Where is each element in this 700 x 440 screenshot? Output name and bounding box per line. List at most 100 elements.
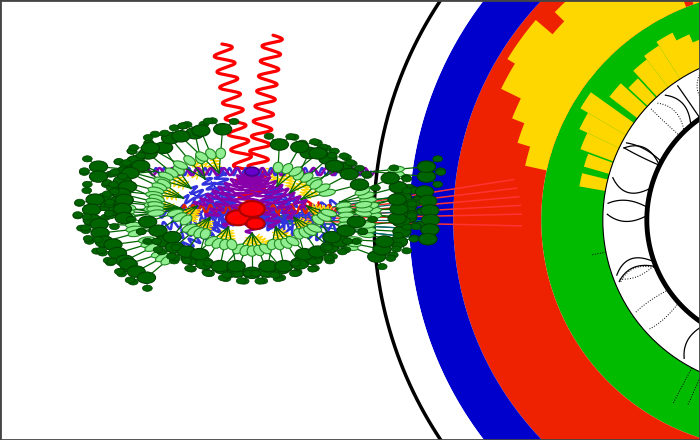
Circle shape	[291, 260, 301, 266]
Circle shape	[104, 239, 122, 250]
Ellipse shape	[144, 202, 161, 209]
Polygon shape	[501, 53, 580, 120]
Circle shape	[75, 199, 85, 205]
Circle shape	[106, 260, 116, 266]
Circle shape	[347, 216, 365, 227]
Circle shape	[186, 259, 196, 265]
Circle shape	[308, 266, 318, 272]
Polygon shape	[541, 0, 700, 440]
Circle shape	[105, 213, 115, 219]
Circle shape	[337, 225, 355, 236]
Circle shape	[127, 216, 136, 223]
Ellipse shape	[293, 229, 304, 239]
Circle shape	[318, 153, 337, 165]
Circle shape	[114, 158, 124, 165]
Circle shape	[73, 212, 83, 218]
Circle shape	[327, 152, 337, 158]
Circle shape	[419, 233, 437, 245]
Polygon shape	[580, 92, 634, 135]
Circle shape	[171, 255, 181, 261]
Circle shape	[243, 267, 261, 279]
Circle shape	[413, 195, 423, 202]
Ellipse shape	[339, 222, 354, 228]
Circle shape	[351, 179, 369, 191]
Circle shape	[318, 144, 328, 150]
Ellipse shape	[310, 180, 322, 189]
Ellipse shape	[346, 237, 362, 243]
Circle shape	[402, 248, 412, 254]
Ellipse shape	[356, 210, 372, 216]
Circle shape	[411, 224, 421, 230]
Circle shape	[304, 253, 323, 264]
Ellipse shape	[343, 243, 358, 250]
Circle shape	[160, 130, 169, 136]
Circle shape	[326, 160, 344, 172]
Ellipse shape	[282, 164, 293, 174]
Ellipse shape	[247, 246, 257, 256]
Circle shape	[330, 236, 349, 247]
Ellipse shape	[356, 202, 372, 208]
Circle shape	[141, 142, 160, 154]
Circle shape	[100, 214, 110, 220]
Circle shape	[97, 247, 106, 253]
Ellipse shape	[316, 184, 330, 192]
Circle shape	[328, 253, 337, 260]
Circle shape	[108, 171, 118, 177]
Circle shape	[83, 204, 101, 216]
Ellipse shape	[118, 209, 134, 215]
Circle shape	[410, 235, 419, 241]
Circle shape	[136, 228, 146, 235]
Circle shape	[411, 223, 421, 229]
Circle shape	[116, 255, 134, 267]
Circle shape	[433, 156, 442, 162]
Ellipse shape	[267, 239, 277, 250]
Circle shape	[102, 191, 112, 197]
Circle shape	[351, 238, 361, 245]
Circle shape	[202, 269, 211, 275]
Ellipse shape	[359, 227, 376, 233]
Polygon shape	[647, 97, 700, 343]
Circle shape	[309, 265, 319, 271]
Circle shape	[139, 216, 157, 227]
Circle shape	[337, 249, 347, 255]
Ellipse shape	[321, 209, 337, 216]
Polygon shape	[629, 78, 656, 106]
Circle shape	[298, 140, 307, 146]
Ellipse shape	[174, 161, 188, 169]
Ellipse shape	[118, 213, 134, 220]
Circle shape	[181, 253, 200, 264]
Circle shape	[136, 228, 146, 235]
Circle shape	[244, 270, 253, 276]
Circle shape	[157, 249, 167, 255]
Circle shape	[414, 197, 424, 203]
Circle shape	[114, 159, 124, 165]
Circle shape	[377, 264, 387, 270]
Circle shape	[82, 214, 92, 220]
Circle shape	[259, 260, 277, 272]
Circle shape	[270, 272, 280, 278]
Circle shape	[370, 185, 380, 191]
Ellipse shape	[317, 213, 331, 221]
Ellipse shape	[120, 171, 137, 177]
Circle shape	[83, 235, 93, 242]
Circle shape	[258, 266, 276, 277]
Circle shape	[402, 176, 412, 182]
Circle shape	[119, 258, 137, 270]
Circle shape	[401, 175, 411, 181]
Circle shape	[144, 140, 154, 146]
Circle shape	[321, 242, 339, 253]
Circle shape	[129, 145, 139, 151]
Circle shape	[393, 226, 411, 237]
Polygon shape	[545, 14, 611, 79]
Circle shape	[110, 169, 120, 175]
Circle shape	[417, 161, 435, 172]
Ellipse shape	[158, 179, 171, 188]
Circle shape	[226, 210, 250, 225]
Circle shape	[192, 125, 210, 136]
Ellipse shape	[120, 166, 137, 172]
Circle shape	[393, 242, 402, 249]
Circle shape	[178, 123, 188, 129]
Circle shape	[224, 272, 234, 278]
Circle shape	[339, 153, 349, 159]
Circle shape	[203, 118, 213, 124]
